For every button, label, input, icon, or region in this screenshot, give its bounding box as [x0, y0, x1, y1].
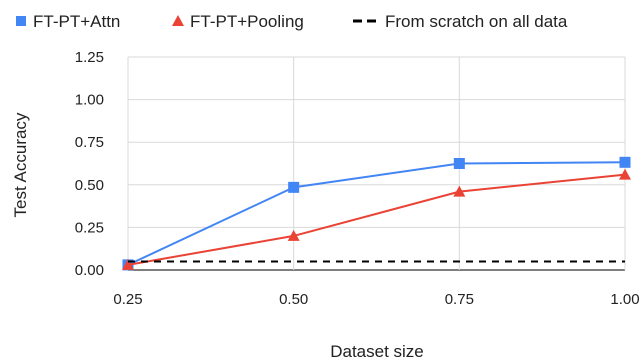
grid-lines: [127, 56, 626, 271]
data-point-square: [619, 156, 631, 168]
y-tick-label: 0.50: [75, 177, 104, 194]
x-tick-label: 0.50: [279, 291, 308, 308]
data-point-triangle: [287, 229, 300, 241]
legend-item: FT-PT+Attn: [16, 12, 120, 31]
series-line: [127, 161, 626, 266]
data-point-triangle: [122, 258, 134, 270]
y-tick-label: 0.00: [75, 262, 104, 279]
data-point-square: [288, 181, 300, 193]
legend-label: FT-PT+Pooling: [190, 12, 304, 31]
series-2: [122, 168, 631, 270]
legend-item: FT-PT+Pooling: [172, 12, 304, 31]
y-axis-title: Test Accuracy: [11, 112, 30, 217]
legend-square-icon: [16, 16, 26, 26]
data-point-triangle: [453, 185, 466, 197]
series-line: [127, 173, 626, 266]
x-axis-ticks: 0.25 0.50 0.75 1.00: [113, 291, 639, 308]
y-tick-label: 0.75: [75, 134, 104, 151]
legend-item: From scratch on all data: [353, 12, 568, 31]
x-tick-label: 0.25: [113, 291, 142, 308]
y-tick-label: 0.25: [75, 219, 104, 236]
x-tick-label: 1.00: [610, 291, 639, 308]
x-tick-label: 0.75: [445, 291, 474, 308]
legend-label: FT-PT+Attn: [33, 12, 120, 31]
series-group: [122, 156, 631, 271]
legend-label: From scratch on all data: [385, 12, 568, 31]
legend: FT-PT+Attn FT-PT+Pooling From scratch on a…: [16, 12, 568, 31]
legend-triangle-icon: [172, 15, 184, 26]
x-axis-title: Dataset size: [330, 342, 424, 361]
data-point-square: [453, 158, 465, 169]
y-tick-label: 1.00: [75, 92, 104, 109]
y-axis-ticks: 0.00 0.25 0.50 0.75 1.00 1.25: [75, 49, 104, 279]
data-point-triangle: [619, 168, 631, 180]
y-tick-label: 1.25: [75, 49, 104, 66]
